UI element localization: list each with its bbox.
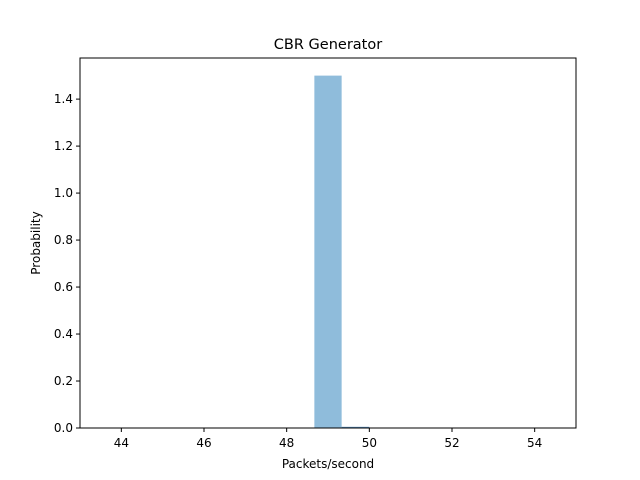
x-tick-label-4: 52 [444, 436, 459, 450]
y-tick-label-2: 0.4 [54, 327, 73, 341]
y-tick-label-7: 1.4 [54, 92, 73, 106]
chart-title: CBR Generator [274, 37, 382, 53]
x-tick-label-2: 48 [279, 436, 294, 450]
y-tick-label-4: 0.8 [54, 233, 73, 247]
x-tick-label-5: 54 [527, 436, 542, 450]
y-tick-label-6: 1.2 [54, 139, 73, 153]
y-tick-label-5: 1.0 [54, 186, 73, 200]
y-tick-label-0: 0.0 [54, 421, 73, 435]
y-axis-label: Probability [29, 211, 43, 274]
plot-frame [79, 57, 577, 429]
x-axis: 44 46 48 50 52 54 [114, 428, 542, 450]
x-axis-label: Packets/second [282, 457, 374, 471]
x-tick-label-0: 44 [114, 436, 129, 450]
y-axis: 0.0 0.2 0.4 0.6 0.8 1.0 1.2 1.4 [54, 92, 80, 435]
histogram-bar-0 [314, 75, 342, 428]
x-tick-label-1: 46 [196, 436, 211, 450]
y-tick-label-3: 0.6 [54, 280, 73, 294]
histogram-bar-1 [341, 426, 370, 428]
y-tick-label-1: 0.2 [54, 374, 73, 388]
bars-layer [314, 75, 370, 428]
x-tick-label-3: 50 [362, 436, 377, 450]
